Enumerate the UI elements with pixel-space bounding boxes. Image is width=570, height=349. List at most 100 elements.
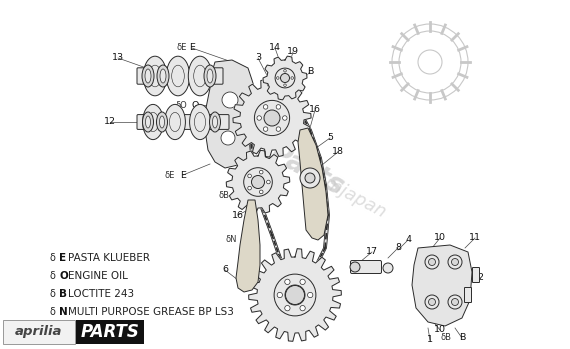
Circle shape [308, 292, 313, 298]
Text: B: B [59, 289, 67, 299]
Ellipse shape [157, 112, 168, 132]
Circle shape [276, 127, 280, 131]
Polygon shape [233, 79, 311, 157]
Text: 17: 17 [366, 247, 378, 257]
Ellipse shape [207, 69, 213, 83]
Text: O: O [59, 271, 68, 281]
Polygon shape [236, 200, 260, 292]
FancyBboxPatch shape [465, 288, 471, 303]
Text: δ: δ [50, 253, 56, 263]
Ellipse shape [169, 112, 181, 132]
Circle shape [244, 168, 272, 196]
Polygon shape [249, 249, 341, 341]
Text: 4: 4 [405, 236, 411, 245]
Text: 5: 5 [327, 134, 333, 142]
Polygon shape [412, 245, 472, 326]
Circle shape [350, 262, 360, 272]
Text: 11: 11 [469, 233, 481, 243]
Ellipse shape [188, 56, 211, 96]
Text: E: E [180, 171, 186, 179]
Ellipse shape [194, 112, 206, 132]
Circle shape [448, 255, 462, 269]
Ellipse shape [142, 65, 154, 87]
Ellipse shape [160, 116, 165, 128]
Circle shape [276, 77, 279, 79]
Text: 8: 8 [395, 244, 401, 252]
Text: δE: δE [177, 44, 187, 52]
Circle shape [251, 176, 264, 188]
Text: 16: 16 [309, 105, 321, 114]
Circle shape [285, 285, 305, 305]
Ellipse shape [148, 112, 158, 132]
Bar [76, 320, 144, 344]
Polygon shape [226, 150, 290, 214]
Text: 10: 10 [434, 326, 446, 334]
Text: O: O [192, 101, 199, 110]
Circle shape [276, 105, 280, 109]
FancyBboxPatch shape [351, 260, 381, 274]
Circle shape [221, 131, 235, 145]
Text: E: E [189, 44, 195, 52]
Circle shape [275, 275, 315, 315]
Circle shape [275, 68, 295, 88]
Ellipse shape [160, 69, 166, 83]
Circle shape [264, 110, 280, 126]
Text: Parts: Parts [265, 138, 349, 201]
Circle shape [291, 77, 294, 79]
Text: 19: 19 [287, 47, 299, 57]
Text: N: N [242, 236, 249, 245]
Ellipse shape [142, 112, 153, 132]
Circle shape [263, 105, 268, 109]
Text: fromjapan: fromjapan [300, 163, 390, 222]
Text: B: B [307, 67, 313, 76]
Text: LOCTITE 243: LOCTITE 243 [68, 289, 134, 299]
Ellipse shape [194, 65, 206, 87]
FancyBboxPatch shape [473, 267, 479, 282]
Ellipse shape [172, 65, 184, 87]
Circle shape [277, 292, 283, 298]
Text: 9: 9 [282, 315, 288, 325]
Text: aprilia: aprilia [15, 326, 63, 339]
Polygon shape [298, 128, 328, 240]
Text: δB: δB [441, 334, 451, 342]
Circle shape [451, 298, 458, 305]
Circle shape [451, 259, 458, 266]
Circle shape [248, 186, 251, 190]
Circle shape [254, 101, 290, 136]
Text: δN: δN [225, 236, 237, 245]
FancyBboxPatch shape [137, 68, 223, 84]
Ellipse shape [145, 116, 150, 128]
Text: δB: δB [291, 67, 302, 76]
Text: δ: δ [50, 271, 56, 281]
Ellipse shape [143, 56, 166, 96]
Text: 7: 7 [247, 263, 253, 273]
Circle shape [267, 180, 270, 184]
Text: O: O [304, 305, 312, 314]
Text: δ: δ [50, 307, 56, 317]
Ellipse shape [213, 116, 218, 128]
Ellipse shape [190, 104, 210, 140]
Circle shape [286, 285, 304, 304]
Text: 2: 2 [477, 274, 483, 282]
Circle shape [259, 190, 263, 194]
Text: B: B [459, 334, 465, 342]
Text: δB: δB [218, 192, 230, 200]
Text: PASTA KLUEBER: PASTA KLUEBER [68, 253, 150, 263]
Circle shape [274, 274, 316, 316]
Circle shape [300, 305, 306, 311]
Text: 12: 12 [104, 118, 116, 126]
Circle shape [300, 168, 320, 188]
Ellipse shape [166, 56, 190, 96]
Text: 6: 6 [222, 266, 228, 275]
Text: δE: δE [165, 171, 175, 179]
Ellipse shape [149, 65, 161, 87]
Text: 10: 10 [434, 233, 446, 243]
Circle shape [259, 170, 263, 174]
Circle shape [429, 298, 435, 305]
Circle shape [285, 305, 290, 311]
Text: PARTS: PARTS [80, 323, 140, 341]
Text: 15: 15 [239, 168, 251, 177]
Circle shape [383, 263, 393, 273]
Circle shape [300, 279, 306, 284]
Circle shape [284, 84, 286, 87]
